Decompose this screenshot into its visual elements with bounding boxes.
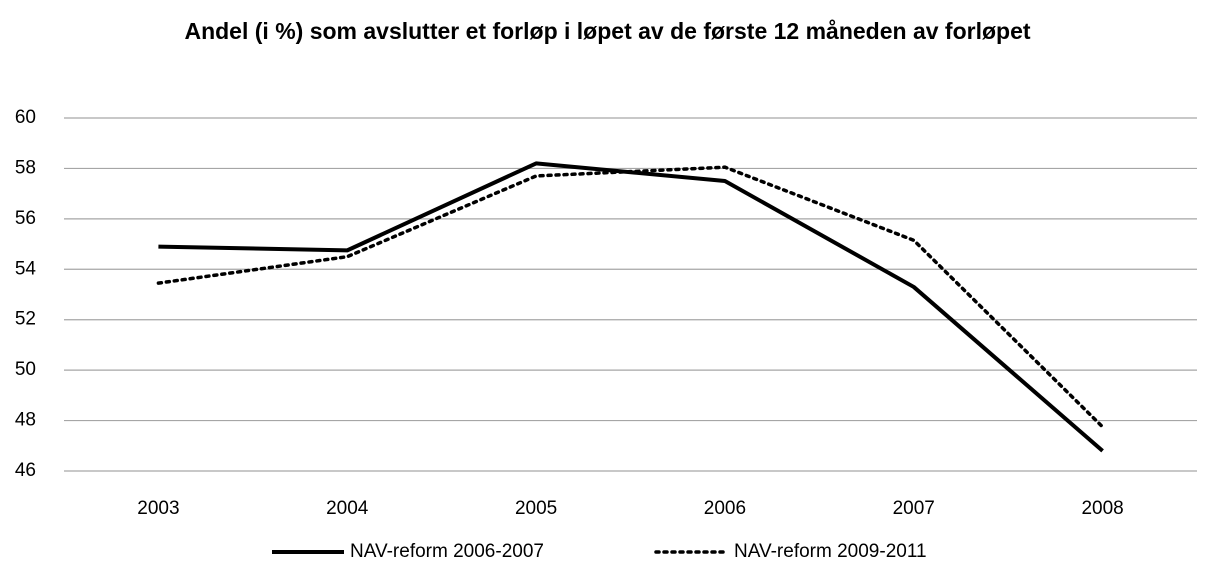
- chart-title: Andel (i %) som avslutter et forløp i lø…: [184, 18, 1031, 44]
- y-tick-label: 56: [15, 208, 36, 229]
- line-series: [158, 161, 1104, 453]
- x-tick-label: 2003: [137, 498, 179, 519]
- legend-label: NAV-reform 2009-2011: [734, 541, 927, 562]
- x-tick-label: 2005: [515, 498, 557, 519]
- y-tick-label: 54: [15, 258, 37, 279]
- legend-label: NAV-reform 2006-2007: [350, 541, 544, 562]
- x-tick-label: 2007: [893, 498, 935, 519]
- x-tick-label: 2004: [326, 498, 369, 519]
- y-tick-label: 50: [15, 359, 36, 380]
- line-series: [156, 165, 1105, 429]
- y-tick-label: 60: [15, 107, 36, 128]
- y-tick-label: 58: [15, 157, 36, 178]
- y-tick-label: 52: [15, 309, 36, 330]
- y-tick-label: 46: [15, 460, 36, 481]
- y-tick-label: 48: [15, 410, 36, 431]
- x-tick-label: 2008: [1081, 498, 1123, 519]
- x-tick-label: 2006: [704, 498, 746, 519]
